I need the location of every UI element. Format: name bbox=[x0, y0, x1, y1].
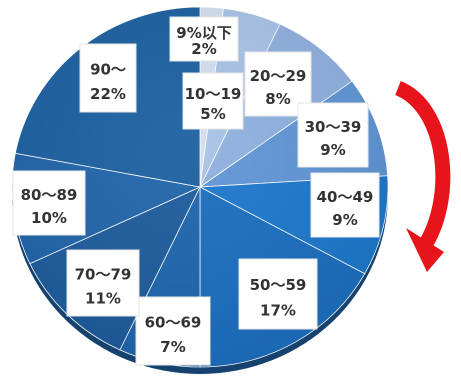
slice-category-label: 30～39 bbox=[305, 118, 362, 136]
rotation-arrow bbox=[394, 81, 451, 272]
slice-category-label: 50～59 bbox=[250, 276, 307, 294]
data-label: 10～19 5% bbox=[182, 72, 244, 130]
slice-percent-label: 2% bbox=[191, 40, 216, 58]
slice-category-label: 70～79 bbox=[75, 266, 132, 284]
slice-category-label: 90～ bbox=[90, 60, 126, 78]
slice-percent-label: 17% bbox=[260, 301, 296, 319]
data-label: 90～22% bbox=[79, 43, 137, 113]
clockwise-arrow-icon bbox=[394, 81, 451, 253]
slice-category-label: 9%以下 bbox=[176, 24, 231, 42]
slice-category-label: 40～49 bbox=[317, 188, 374, 206]
slice-category-label: 10～19 bbox=[185, 85, 242, 103]
slice-percent-label: 8% bbox=[265, 90, 290, 108]
slice-percent-label: 9% bbox=[320, 141, 345, 159]
data-label-box bbox=[12, 170, 86, 236]
data-label-box bbox=[169, 16, 239, 62]
data-label: 9%以下2% bbox=[169, 16, 239, 62]
data-label-box bbox=[135, 296, 211, 366]
slice-category-label: 80～89 bbox=[21, 186, 78, 204]
data-label: 70～79 11% bbox=[66, 249, 140, 317]
data-label: 40～49 9% bbox=[310, 172, 380, 238]
data-label: 50～59 17% bbox=[238, 258, 318, 330]
data-label: 20～29 8% bbox=[244, 51, 312, 117]
data-label-box bbox=[297, 102, 369, 168]
slice-percent-label: 7% bbox=[160, 338, 185, 356]
data-label-box bbox=[182, 72, 244, 130]
data-label-box bbox=[310, 172, 380, 238]
data-label: 60～69 7% bbox=[135, 296, 211, 366]
slice-percent-label: 10% bbox=[31, 209, 67, 227]
slice-percent-label: 22% bbox=[90, 85, 126, 103]
slice-percent-label: 9% bbox=[332, 211, 357, 229]
data-label: 30～39 9% bbox=[297, 102, 369, 168]
pie-labels: 9%以下2% 10～19 5% 20～29 8% 30～39 9% 40～49 9% 50～59 1… bbox=[12, 16, 380, 366]
slice-percent-label: 5% bbox=[200, 105, 225, 123]
data-label-box bbox=[79, 43, 137, 113]
data-label: 80～89 10% bbox=[12, 170, 86, 236]
slice-percent-label: 11% bbox=[85, 289, 121, 307]
data-label-box bbox=[238, 258, 318, 330]
slice-category-label: 60～69 bbox=[145, 313, 202, 331]
arrow-head-icon bbox=[406, 228, 444, 272]
slice-category-label: 20～29 bbox=[250, 67, 307, 85]
data-label-box bbox=[66, 249, 140, 317]
